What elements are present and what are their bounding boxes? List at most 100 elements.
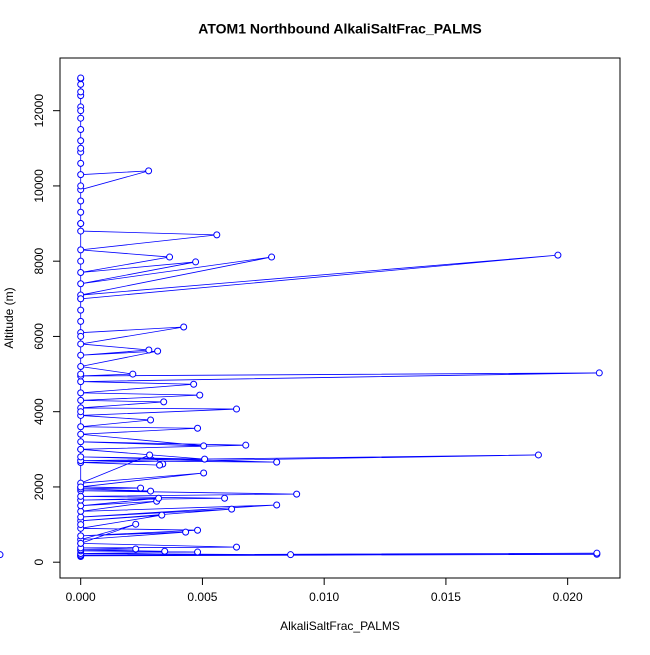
y-tick-label: 6000	[32, 323, 46, 350]
data-point	[155, 494, 163, 502]
data-point	[77, 80, 85, 88]
data-point	[156, 461, 164, 469]
data-point	[534, 451, 542, 459]
y-tick-label: 4000	[32, 398, 46, 425]
data-point	[593, 549, 601, 557]
data-point	[132, 520, 140, 528]
data-point	[213, 231, 221, 239]
data-point	[287, 551, 295, 559]
data-point	[0, 551, 4, 559]
data-point	[595, 369, 603, 377]
x-tick-label: 0.010	[309, 590, 339, 604]
data-point	[77, 268, 85, 276]
data-point	[77, 532, 85, 540]
data-point	[77, 430, 85, 438]
data-point	[161, 547, 169, 555]
data-point	[228, 505, 236, 513]
data-point	[77, 227, 85, 235]
data-point	[146, 451, 154, 459]
data-point	[77, 197, 85, 205]
y-tick-label: 12000	[32, 94, 46, 128]
data-point	[77, 507, 85, 515]
data-point	[77, 280, 85, 288]
data-point	[200, 442, 208, 450]
data-point	[166, 253, 174, 261]
data-point	[77, 363, 85, 371]
data-point	[77, 88, 85, 96]
data-point	[137, 484, 145, 492]
data-point	[77, 378, 85, 386]
data-point	[147, 487, 155, 495]
data-point	[77, 220, 85, 228]
x-axis-label: AlkaliSaltFrac_PALMS	[280, 619, 400, 633]
data-point	[233, 543, 241, 551]
data-point	[77, 74, 85, 82]
data-point	[77, 408, 85, 416]
data-point	[182, 528, 190, 536]
data-point	[77, 332, 85, 340]
data-point	[77, 445, 85, 453]
data-point	[77, 521, 85, 529]
y-tick-label: 2000	[32, 473, 46, 500]
x-tick-label: 0.020	[553, 590, 583, 604]
data-point	[77, 370, 85, 378]
data-point	[77, 295, 85, 303]
data-point	[194, 424, 202, 432]
data-point	[554, 251, 562, 259]
y-tick-label: 8000	[32, 248, 46, 275]
data-point	[180, 323, 188, 331]
data-point	[147, 416, 155, 424]
data-point	[190, 380, 198, 388]
data-point	[273, 501, 281, 509]
data-point	[192, 258, 200, 266]
data-point	[77, 257, 85, 265]
data-point	[200, 469, 208, 477]
data-point	[77, 351, 85, 359]
chart-title: ATOM1 Northbound AlkaliSaltFrac_PALMS	[198, 21, 481, 37]
data-point	[77, 453, 85, 461]
data-point	[268, 253, 276, 261]
data-point	[233, 405, 241, 413]
data-point	[145, 346, 153, 354]
data-point	[194, 548, 202, 556]
data-point	[77, 492, 85, 500]
data-point	[77, 107, 85, 115]
data-point	[129, 370, 137, 378]
data-point	[77, 306, 85, 314]
data-point	[77, 483, 85, 491]
data-point	[145, 167, 153, 175]
data-point	[77, 159, 85, 167]
data-point	[77, 513, 85, 521]
data-point	[77, 171, 85, 179]
data-point	[77, 539, 85, 547]
data-point	[77, 246, 85, 254]
x-tick-label: 0.015	[431, 590, 461, 604]
x-tick-label: 0.005	[187, 590, 217, 604]
data-point	[77, 114, 85, 122]
data-point	[201, 455, 209, 463]
data-point	[273, 458, 281, 466]
data-point	[77, 438, 85, 446]
data-point	[154, 347, 162, 355]
data-point	[77, 208, 85, 216]
data-point	[132, 545, 140, 553]
x-tick-label: 0.000	[66, 590, 96, 604]
data-point	[77, 396, 85, 404]
data-point	[158, 511, 166, 519]
data-point	[77, 502, 85, 510]
data-point	[221, 494, 229, 502]
data-point	[77, 125, 85, 133]
data-point	[242, 441, 250, 449]
y-axis-label: Altitude (m)	[2, 287, 16, 348]
data-point	[77, 340, 85, 348]
data-point	[293, 490, 301, 498]
data-point	[77, 182, 85, 190]
data-point	[77, 389, 85, 397]
data-point	[194, 526, 202, 534]
plot-frame	[59, 57, 621, 579]
data-point	[160, 398, 168, 406]
y-tick-label: 10000	[32, 169, 46, 203]
data-point	[77, 137, 85, 145]
